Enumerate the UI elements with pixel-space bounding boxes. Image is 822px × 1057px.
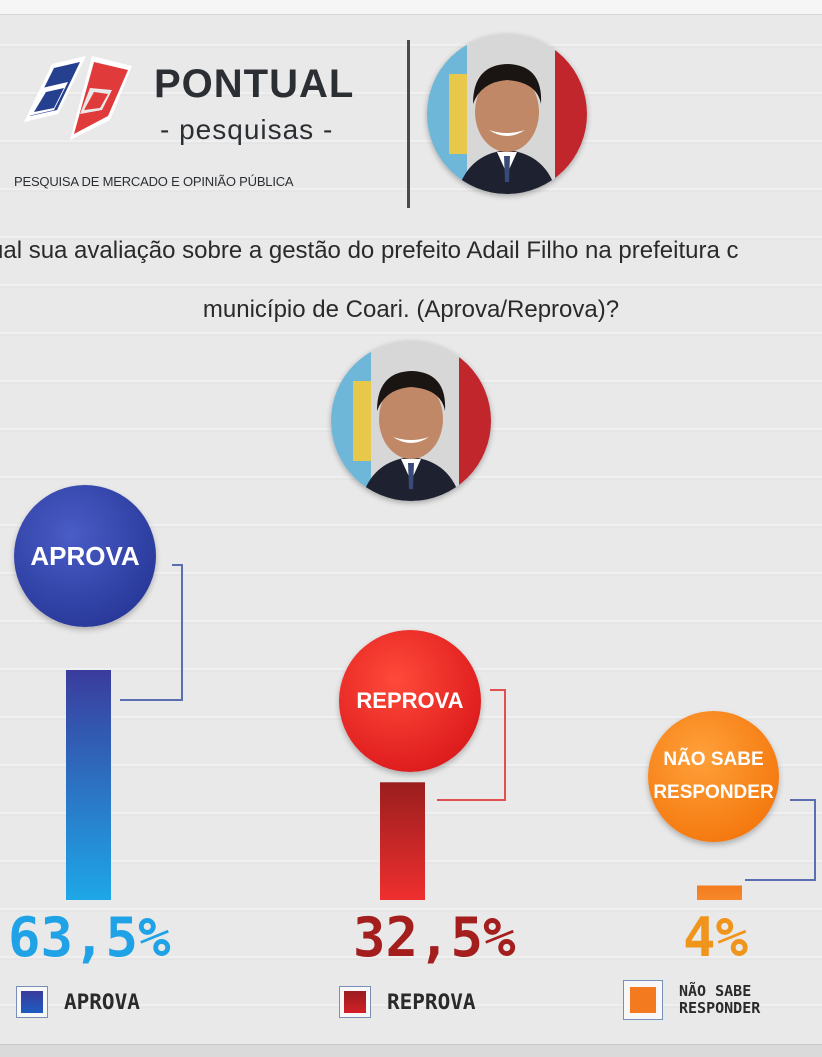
bottom-edge bbox=[0, 1044, 822, 1057]
bubble-reprova: REPROVA bbox=[339, 630, 481, 772]
header-divider bbox=[407, 40, 410, 208]
legend-item-nao-sabe-responder: NÃO SABE RESPONDER bbox=[623, 980, 809, 1020]
connector-nsr bbox=[745, 799, 816, 881]
bar-reprova bbox=[380, 782, 425, 900]
legend-swatch-box bbox=[339, 986, 371, 1018]
mayor-portrait-center bbox=[331, 341, 491, 501]
legend-swatch-nao-sabe-responder bbox=[630, 987, 656, 1013]
legend-item-reprova: REPROVA bbox=[339, 986, 476, 1018]
brand-subtitle: - pesquisas - bbox=[160, 114, 334, 145]
person-portrait-icon bbox=[331, 341, 491, 501]
legend-swatch-box bbox=[16, 986, 48, 1018]
question-text-line2: município de Coari. (Aprova/Reprova)? bbox=[202, 296, 620, 323]
pontual-logo-icon bbox=[24, 56, 132, 140]
brand-tagline: PESQUISA DE MERCADO E OPINIÃO PÚBLICA bbox=[14, 174, 294, 189]
legend-swatch-box bbox=[623, 980, 663, 1020]
legend-label-reprova: REPROVA bbox=[387, 990, 476, 1014]
data-label-reprova: 32,5% bbox=[353, 906, 516, 969]
legend-swatch-aprova bbox=[21, 991, 43, 1013]
legend-item-aprova: APROVA bbox=[16, 986, 140, 1018]
question-text-line1: ual sua avaliação sobre a gestão do pref… bbox=[0, 237, 739, 264]
legend-swatch-reprova bbox=[344, 991, 366, 1013]
brand-name: PONTUAL bbox=[154, 62, 355, 106]
connector-aprova bbox=[120, 564, 183, 701]
bubble-nao-sabe-responder: NÃO SABE RESPONDER bbox=[648, 711, 779, 842]
bubble-aprova: APROVA bbox=[14, 485, 156, 627]
legend-label-nao-sabe-responder: NÃO SABE RESPONDER bbox=[679, 981, 761, 1017]
legend-label-aprova: APROVA bbox=[64, 990, 140, 1014]
top-edge bbox=[0, 0, 822, 15]
connector-reprova bbox=[437, 689, 506, 801]
bar-nao-sabe-responder bbox=[697, 885, 742, 900]
data-label-aprova: 63,5% bbox=[8, 906, 171, 969]
data-label-nao-sabe-responder: 4% bbox=[683, 906, 749, 969]
bar-aprova bbox=[66, 670, 111, 900]
